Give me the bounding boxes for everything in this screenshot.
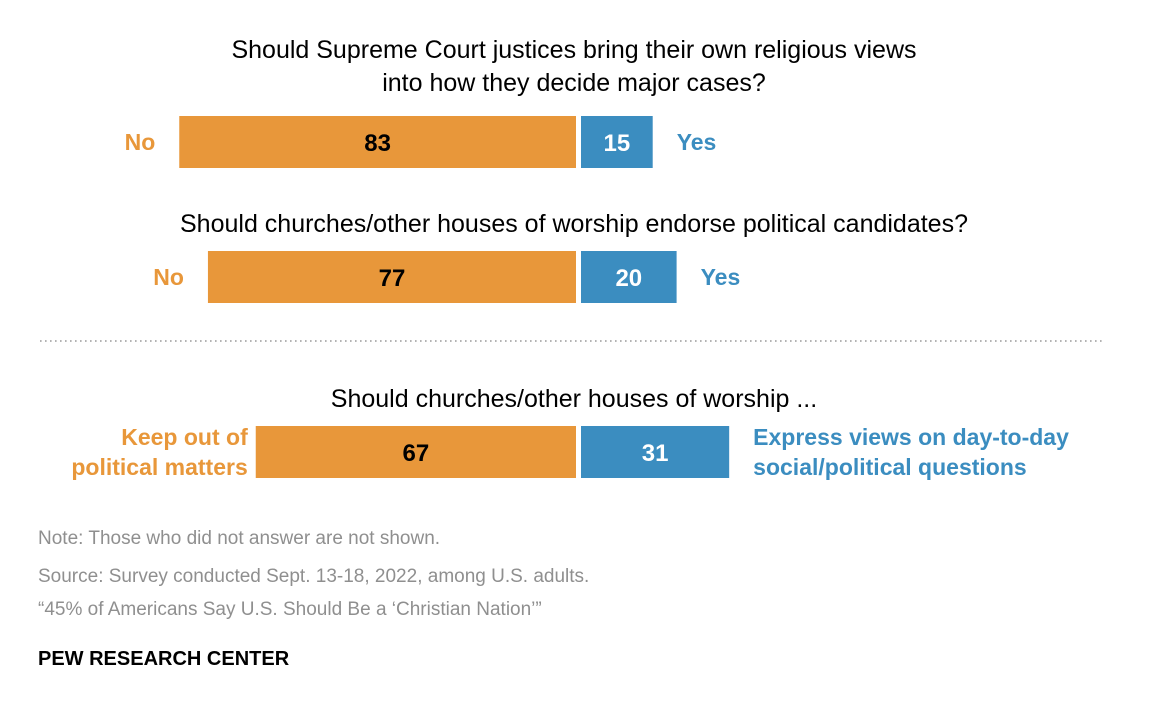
question-1-title-line: Should Supreme Court justices bring thei… [231,36,916,64]
question-1-left-bar [179,116,576,168]
question-3-title-line: Should churches/other houses of worship … [331,385,817,413]
chart-note: Note: Those who did not answer are not s… [38,528,441,549]
chart-source: Source: Survey conducted Sept. 13-18, 20… [38,566,590,587]
question-3-left-label: political matters [71,454,247,480]
question-2-right-value: 20 [615,265,642,292]
question-2-left-label: No [153,264,184,290]
question-3-left-value: 67 [403,440,430,467]
question-1-right-label: Yes [677,129,717,155]
question-1-title-line: into how they decide major cases? [382,69,766,97]
question-2-title-line: Should churches/other houses of worship … [180,210,968,238]
question-2-left-value: 77 [379,265,406,292]
brand-name: PEW RESEARCH CENTER [38,648,290,670]
report-title: “45% of Americans Say U.S. Should Be a ‘… [38,599,542,620]
question-1-left-value: 83 [364,130,391,157]
question-3-left-bar [255,426,577,478]
question-3-right-value: 31 [642,440,669,467]
question-3-right-label: Express views on day-to-day [753,424,1069,450]
question-3-left-label: Keep out of [121,424,248,450]
question-2-right-label: Yes [701,264,741,290]
question-3-right-bar [581,426,730,478]
question-2-left-bar [207,251,576,303]
question-1-right-bar [581,116,653,168]
question-1-left-label: No [125,129,156,155]
diverging-bar-chart: Should Supreme Court justices bring thei… [40,36,1105,480]
question-2-right-bar [581,251,677,303]
question-3-right-label: social/political questions [753,454,1027,480]
question-1-right-value: 15 [603,130,630,157]
